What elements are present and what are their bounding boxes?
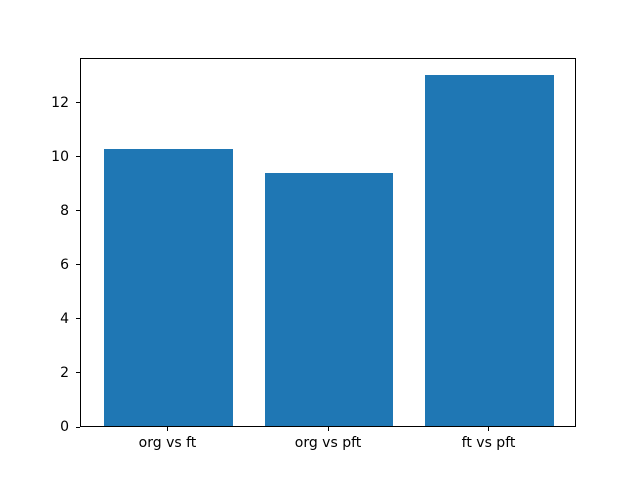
y-axis-tick-label: 10	[51, 148, 69, 165]
y-tick-mark	[76, 156, 80, 158]
y-tick-mark	[76, 318, 80, 320]
y-axis-tick-label: 6	[60, 256, 69, 273]
x-axis-tick-label: org vs ft	[138, 435, 197, 451]
y-axis-tick-label: 4	[60, 310, 69, 327]
bars-container	[81, 59, 575, 426]
y-axis-tick-label: 2	[60, 364, 69, 381]
bar-org-vs-pft	[264, 173, 394, 426]
x-axis-tick-label: ft vs pft	[461, 435, 516, 451]
y-tick-mark	[76, 372, 80, 374]
y-axis-tick-label: 12	[51, 94, 69, 111]
bar-org-vs-ft	[104, 148, 233, 426]
x-axis-tick-label: org vs pft	[294, 435, 362, 451]
y-tick-mark	[76, 264, 80, 266]
plot-area	[80, 58, 576, 427]
x-tick-mark	[327, 427, 329, 431]
y-axis-tick-label: 8	[60, 202, 69, 219]
x-tick-mark	[166, 427, 168, 431]
y-tick-mark	[76, 210, 80, 212]
y-tick-mark	[76, 426, 80, 428]
bar-ft-vs-pft	[425, 74, 554, 426]
y-axis-tick-label: 0	[60, 419, 69, 435]
x-tick-mark	[488, 427, 490, 431]
y-tick-mark	[76, 102, 80, 104]
